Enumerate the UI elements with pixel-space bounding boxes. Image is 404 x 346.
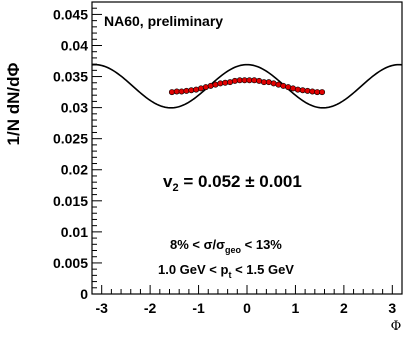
chart-title: NA60, preliminary (104, 13, 223, 29)
pt-subscript: t (228, 270, 231, 280)
data-point (212, 81, 219, 88)
data-point (251, 77, 258, 84)
data-point (309, 88, 316, 95)
data-point (280, 82, 287, 89)
x-tick-label: -1 (192, 300, 205, 316)
data-point (265, 79, 272, 86)
y-tick-label: 0.015 (53, 193, 88, 209)
y-tick-label: 0.045 (53, 6, 88, 22)
centrality-subscript: geo (225, 245, 242, 255)
x-tick-label: 2 (340, 300, 348, 316)
y-axis-title: 1/N dN/dΦ (4, 63, 23, 146)
centrality-prefix: 8% < σ/σ (170, 237, 225, 252)
pt-prefix: 1.0 GeV < p (158, 262, 229, 277)
x-axis-title: Φ (391, 319, 402, 334)
y-axis: 0 0.005 0.01 0.015 0.02 0.025 0.03 0.035 0.04 0.0… (53, 1, 102, 302)
v2-symbol: v (163, 172, 173, 191)
data-point (270, 80, 277, 87)
y-tick-label: 0.02 (61, 162, 88, 178)
pt-annotation: 1.0 GeV < pt < 1.5 GeV (158, 262, 294, 280)
data-point (290, 85, 297, 92)
y-tick-label: 0.04 (61, 37, 88, 53)
x-tick-label: -3 (95, 300, 108, 316)
data-point (304, 87, 311, 94)
data-point (168, 89, 175, 96)
y-tick-label: 0.025 (53, 131, 88, 147)
y-tick-label: 0.035 (53, 69, 88, 85)
x-tick-label: -2 (144, 300, 157, 316)
fit-curve (91, 63, 403, 109)
data-point (231, 77, 238, 84)
data-point (319, 89, 326, 96)
x-tick-label: 1 (292, 300, 300, 316)
v2-subscript: 2 (172, 182, 178, 194)
data-point (207, 82, 214, 89)
data-point (197, 85, 204, 92)
data-point (294, 86, 301, 93)
y-tick-label: 0.03 (61, 100, 88, 116)
data-point (275, 81, 282, 88)
x-tick-label: 0 (243, 300, 251, 316)
data-point (188, 87, 195, 94)
x-tick-label: 3 (388, 300, 396, 316)
data-point (222, 79, 229, 86)
x-axis: -3 -2 -1 0 1 2 3 (91, 285, 403, 316)
data-point (256, 77, 263, 84)
y-tick-label: 0 (80, 286, 88, 302)
data-point (217, 80, 224, 87)
data-points (168, 77, 326, 96)
data-point (299, 87, 306, 94)
data-point (227, 79, 234, 86)
data-point (202, 84, 209, 91)
data-point (178, 88, 185, 95)
centrality-annotation: 8% < σ/σgeo < 13% (170, 237, 282, 255)
y-tick-label: 0.005 (53, 255, 88, 271)
data-point (285, 84, 292, 91)
data-point (183, 87, 190, 94)
fit-curve-layer (91, 63, 403, 109)
v2-annotation: v2 = 0.052 ± 0.001 (163, 172, 302, 194)
centrality-suffix: < 13% (241, 237, 282, 252)
pt-suffix: < 1.5 GeV (231, 262, 294, 277)
y-tick-label: 0.01 (61, 224, 88, 240)
data-point (193, 86, 200, 93)
v2-value: = 0.052 ± 0.001 (179, 172, 302, 191)
